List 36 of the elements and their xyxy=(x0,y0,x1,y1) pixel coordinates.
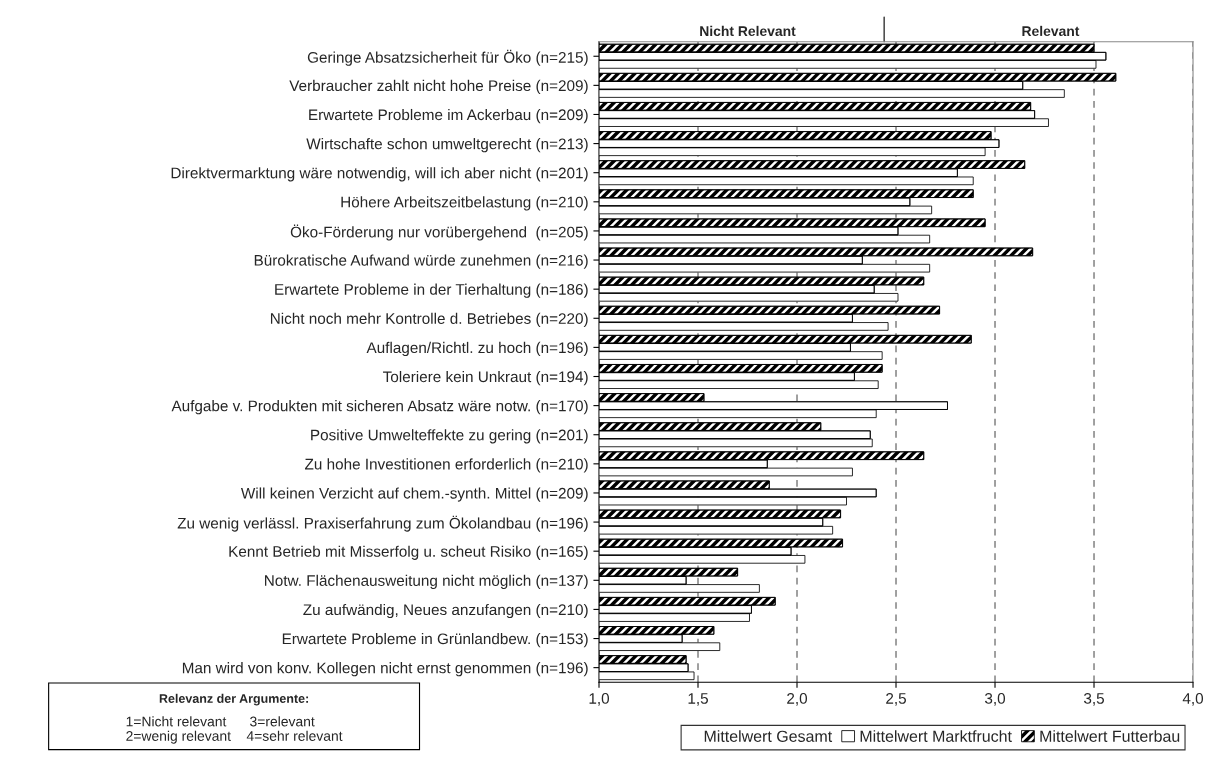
text: Relevanz der Argumente: xyxy=(159,693,309,706)
y-tick-label: Kennt Betrieb mit Misserfolg u. scheut Risiko (n=165) xyxy=(229,545,588,560)
y-tick-label: Positive Umwelteffekte zu gering (n=201) xyxy=(311,429,588,444)
y-tick-label: Nicht noch mehr Kontrolle d. Betriebes (n=220) xyxy=(270,312,588,327)
y-tick-label: Wirtschafte schon umweltgerecht (n=213) xyxy=(306,138,588,153)
x-tick-label: 2,5 xyxy=(886,693,906,706)
legend-label: Mittelwert Futterbau xyxy=(1040,730,1180,742)
y-tick-label: Erwartete Probleme in der Tierhaltung (n=186) xyxy=(275,283,588,298)
y-tick-label: Zu aufwändig, Neues anzufangen (n=210) xyxy=(303,603,588,619)
y-tick-label: Öko-Förderung nur vorübergehend (n=205) xyxy=(290,224,588,241)
y-tick-label: Höhere Arbeitszeitbelastung (n=210) xyxy=(341,196,588,211)
y-tick-label: Aufgabe v. Produkten mit sicheren Absatz wäre notw. (n=170) xyxy=(171,400,588,415)
x-tick-label: 4,0 xyxy=(1182,693,1204,706)
x-tick-label: 3,0 xyxy=(984,693,1006,706)
y-tick-label: Zu hohe Investitionen erforderlich (n=210) xyxy=(305,458,588,473)
y-tick-label: Auflagen/Richtl. zu hoch (n=196) xyxy=(366,341,588,357)
y-tick-label: Zu wenig verlässl. Praxiserfahrung zum Ökolandbau (n=196) xyxy=(177,515,588,532)
y-tick-label: Toleriere kein Unkraut (n=194) xyxy=(383,370,588,386)
x-tick-label: 1,0 xyxy=(589,693,610,706)
y-tick-label: Direktvermarktung wäre notwendig, will ich aber nicht (n=201) xyxy=(171,167,588,182)
x-tick-label: 2,0 xyxy=(787,693,808,706)
x-tick-label: 1,5 xyxy=(688,693,708,706)
y-tick-label: Verbraucher zahlt nicht hohe Preise (n=209) xyxy=(289,79,588,95)
y-tick-label: Erwartete Probleme im Ackerbau (n=209) xyxy=(309,108,588,124)
y-tick-label: Will keinen Verzicht auf chem.-synth. Mittel (n=209) xyxy=(240,487,588,502)
text: 1=Nicht relevant 3=relevant 2=wenig relevant 4=sehr relevant xyxy=(126,716,343,744)
text: Nicht Relevant xyxy=(700,25,796,37)
text: Mittelwert Gesamt xyxy=(704,730,833,742)
y-tick-label: Man wird von konv. Kollegen nicht ernst genommen (n=196) xyxy=(182,662,588,677)
y-tick-label: Notw. Flächenausweitung nicht möglich (n=137) xyxy=(265,574,588,590)
x-tick-label: 3,5 xyxy=(1083,693,1104,706)
y-tick-label: Bürokratische Aufwand würde zunehmen (n=216) xyxy=(254,254,588,269)
y-tick-label: Geringe Absatzsicherheit für Öko (n=215) xyxy=(307,49,588,66)
text: Relevant xyxy=(1022,25,1080,37)
legend-label: Mittelwert Marktfrucht xyxy=(860,730,1012,742)
y-tick-label: Erwartete Probleme in Grünlandbew. (n=153) xyxy=(282,632,588,648)
